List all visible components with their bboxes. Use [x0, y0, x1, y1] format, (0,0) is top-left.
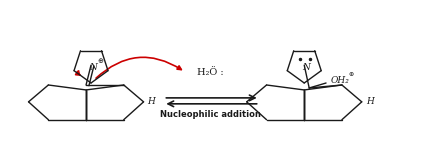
Text: N: N	[302, 63, 310, 72]
Text: OH₂: OH₂	[331, 76, 350, 85]
Text: ⊕: ⊕	[97, 58, 103, 64]
Text: ⊕: ⊕	[348, 72, 354, 77]
Text: H: H	[366, 97, 374, 106]
Text: N: N	[89, 63, 97, 72]
FancyArrowPatch shape	[75, 71, 80, 75]
FancyArrowPatch shape	[96, 57, 181, 78]
Text: Nucleophilic addition: Nucleophilic addition	[159, 110, 260, 119]
Text: H₂Ö :: H₂Ö :	[197, 68, 223, 77]
Text: H: H	[148, 97, 156, 106]
